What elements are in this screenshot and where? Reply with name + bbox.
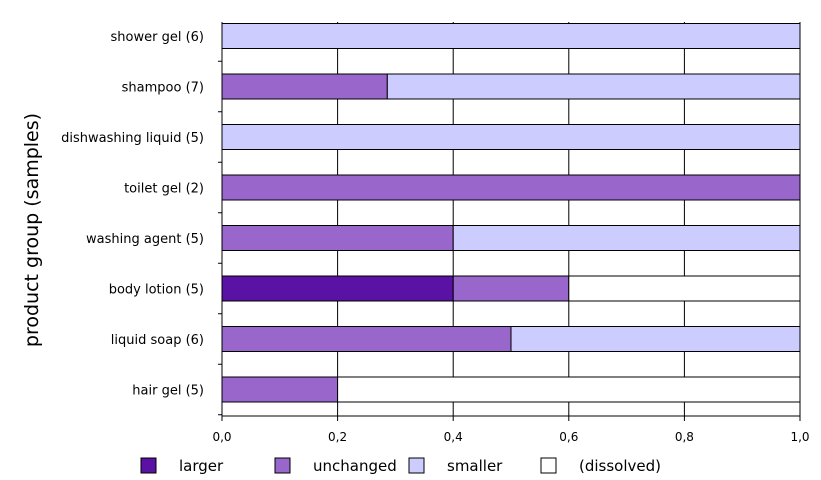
category-label: hair gel (5) [132, 384, 204, 399]
bar-segment [221, 73, 388, 100]
bar-segment [510, 326, 801, 352]
bar-segment [568, 275, 801, 302]
legend-label: (dissolved) [579, 457, 661, 475]
bars [221, 23, 801, 403]
legend-swatch [274, 457, 291, 474]
category-label: body lotion (5) [109, 283, 204, 298]
category-label: washing agent (5) [86, 232, 204, 247]
bar-segment [221, 376, 339, 403]
axes [218, 22, 801, 421]
x-tick-labels: 0,0 0,2 0,4 0,6 0,8 1,0 [212, 430, 809, 444]
bar-segment [221, 23, 801, 49]
x-tick-label: 0,4 [444, 430, 463, 444]
bar-segment [337, 376, 801, 403]
category-label: toilet gel (2) [124, 182, 204, 197]
bar-segment [221, 326, 512, 352]
y-axis-title: product group (samples) [21, 113, 43, 347]
legend-swatch [140, 457, 157, 474]
x-tick-label: 0,6 [559, 430, 578, 444]
x-tick-label: 0,0 [212, 430, 231, 444]
legend-swatch [408, 457, 425, 474]
bar-segment [452, 275, 570, 302]
category-label: dishwashing liquid (5) [61, 131, 204, 146]
legend-swatch [540, 457, 557, 474]
legend-label: smaller [447, 457, 503, 475]
bar-segment [221, 174, 801, 201]
legend-label: larger [179, 457, 224, 475]
x-tick-label: 0,8 [675, 430, 694, 444]
category-label: shower gel (6) [111, 30, 204, 45]
bar-segment [386, 73, 801, 100]
category-labels: shower gel (6) shampoo (7) dishwashing liq… [61, 30, 204, 399]
legend: larger unchanged smaller (dissolved) [140, 457, 661, 475]
x-tick-label: 0,2 [328, 430, 347, 444]
bar-segment [452, 225, 801, 251]
x-tick-label: 1,0 [790, 430, 809, 444]
bar-segment [221, 275, 454, 302]
category-label: liquid soap (6) [111, 333, 204, 348]
legend-label: unchanged [313, 457, 397, 475]
bar-segment [221, 124, 801, 150]
category-label: shampoo (7) [122, 81, 204, 96]
bar-segment [221, 225, 454, 251]
